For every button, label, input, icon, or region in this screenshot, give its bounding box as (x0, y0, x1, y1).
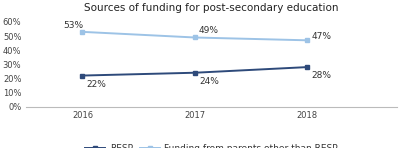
Text: 28%: 28% (312, 71, 332, 80)
Text: 53%: 53% (63, 21, 83, 30)
Text: 47%: 47% (312, 32, 332, 41)
Text: 24%: 24% (199, 77, 219, 86)
Title: Sources of funding for post-secondary education: Sources of funding for post-secondary ed… (84, 3, 339, 13)
Text: 49%: 49% (199, 26, 219, 35)
Text: 22%: 22% (87, 80, 106, 89)
Legend: RESP, Funding from parents other than RESP: RESP, Funding from parents other than RE… (82, 140, 342, 148)
